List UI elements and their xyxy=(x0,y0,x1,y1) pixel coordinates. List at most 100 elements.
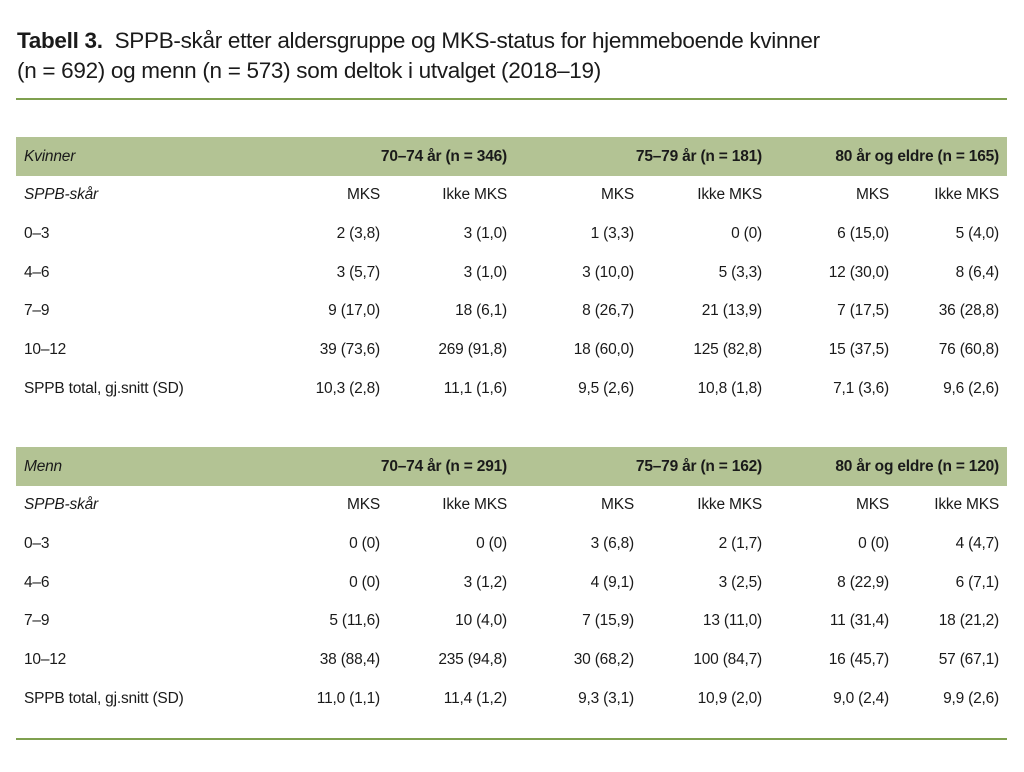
row-label: SPPB total, gj.snitt (SD) xyxy=(24,689,184,707)
cell: 9,9 (2,6) xyxy=(943,689,999,707)
cell: 3 (2,5) xyxy=(718,573,763,591)
column-header: MKS xyxy=(347,496,380,514)
cell: 8 (6,4) xyxy=(955,263,1000,281)
cell: 9,0 (2,4) xyxy=(833,689,889,707)
cell: 3 (1,0) xyxy=(463,225,508,243)
row-label: 10–12 xyxy=(24,341,67,359)
group-header-row: Menn 70–74 år (n = 291) 75–79 år (n = 16… xyxy=(16,447,1007,486)
table-row: 7–9 9 (17,0) 18 (6,1) 8 (26,7) 21 (13,9)… xyxy=(16,292,1007,331)
cell: 0 (0) xyxy=(476,535,507,553)
table-row: 4–6 0 (0) 3 (1,2) 4 (9,1) 3 (2,5) 8 (22,… xyxy=(16,563,1007,602)
row-label: 4–6 xyxy=(24,263,50,281)
cell: 38 (88,4) xyxy=(319,651,380,669)
row-label: SPPB total, gj.snitt (SD) xyxy=(24,379,184,397)
cell: 8 (22,9) xyxy=(837,573,889,591)
cell: 57 (67,1) xyxy=(938,651,999,669)
row-label: 10–12 xyxy=(24,651,67,669)
row-label: SPPB-skår xyxy=(24,186,98,204)
cell: 18 (21,2) xyxy=(938,612,999,630)
cell: 15 (37,5) xyxy=(828,341,889,359)
cell: 36 (28,8) xyxy=(938,302,999,320)
table-row: 0–3 0 (0) 0 (0) 3 (6,8) 2 (1,7) 0 (0) 4 … xyxy=(16,525,1007,564)
cell: 7 (17,5) xyxy=(837,302,889,320)
row-label: SPPB-skår xyxy=(24,496,98,514)
caption-text-line2: (n = 692) og menn (n = 573) som deltok i… xyxy=(17,58,601,83)
row-label: 7–9 xyxy=(24,612,50,630)
cell: 9,5 (2,6) xyxy=(578,379,634,397)
top-rule xyxy=(16,98,1007,100)
cell: 269 (91,8) xyxy=(438,341,507,359)
table-caption: Tabell 3. SPPB-skår etter aldersgruppe o… xyxy=(17,26,1007,86)
cell: 3 (10,0) xyxy=(582,263,634,281)
column-header: Ikke MKS xyxy=(442,496,507,514)
cell: 6 (15,0) xyxy=(837,225,889,243)
cell: 7 (15,9) xyxy=(582,612,634,630)
cell: 13 (11,0) xyxy=(702,612,762,630)
bottom-rule xyxy=(16,738,1007,740)
row-label: 0–3 xyxy=(24,535,50,553)
age-group-header: 80 år og eldre (n = 120) xyxy=(770,447,1007,486)
cell: 4 (9,1) xyxy=(590,573,635,591)
group-header-row: Kvinner 70–74 år (n = 346) 75–79 år (n =… xyxy=(16,137,1007,176)
table-row: 0–3 2 (3,8) 3 (1,0) 1 (3,3) 0 (0) 6 (15,… xyxy=(16,215,1007,254)
cell: 16 (45,7) xyxy=(828,651,889,669)
row-label: 7–9 xyxy=(24,302,50,320)
cell: 11,4 (1,2) xyxy=(443,689,507,707)
cell: 18 (6,1) xyxy=(455,302,507,320)
column-header: Ikke MKS xyxy=(934,496,999,514)
cell: 10,3 (2,8) xyxy=(315,379,381,397)
table-row-total: SPPB total, gj.snitt (SD) 10,3 (2,8) 11,… xyxy=(16,369,1007,408)
cell: 21 (13,9) xyxy=(701,302,762,320)
cell: 3 (1,0) xyxy=(463,263,508,281)
age-group-header: 70–74 år (n = 291) xyxy=(261,447,515,486)
cell: 11,1 (1,6) xyxy=(443,379,507,397)
cell: 18 (60,0) xyxy=(573,341,634,359)
table-section-kvinner: Kvinner 70–74 år (n = 346) 75–79 år (n =… xyxy=(16,137,1007,408)
cell: 7,1 (3,6) xyxy=(833,379,889,397)
column-header: MKS xyxy=(856,496,889,514)
cell: 5 (3,3) xyxy=(718,263,763,281)
subheader-row: SPPB-skår MKS Ikke MKS MKS Ikke MKS MKS … xyxy=(16,176,1007,215)
cell: 11,0 (1,1) xyxy=(316,689,380,707)
cell: 2 (1,7) xyxy=(718,535,763,553)
age-group-header: 70–74 år (n = 346) xyxy=(261,137,515,176)
column-header: Ikke MKS xyxy=(697,186,762,204)
column-header: MKS xyxy=(856,186,889,204)
column-header: MKS xyxy=(601,186,634,204)
cell: 10 (4,0) xyxy=(455,612,507,630)
subheader-row: SPPB-skår MKS Ikke MKS MKS Ikke MKS MKS … xyxy=(16,486,1007,525)
cell: 3 (5,7) xyxy=(336,263,381,281)
cell: 9 (17,0) xyxy=(328,302,380,320)
section-label: Menn xyxy=(16,447,261,486)
cell: 0 (0) xyxy=(731,225,762,243)
cell: 0 (0) xyxy=(858,535,889,553)
cell: 4 (4,7) xyxy=(955,535,1000,553)
cell: 0 (0) xyxy=(349,573,380,591)
table-row-total: SPPB total, gj.snitt (SD) 11,0 (1,1) 11,… xyxy=(16,679,1007,718)
table-section-menn: Menn 70–74 år (n = 291) 75–79 år (n = 16… xyxy=(16,447,1007,718)
age-group-header: 75–79 år (n = 181) xyxy=(515,137,770,176)
cell: 10,9 (2,0) xyxy=(697,689,763,707)
cell: 30 (68,2) xyxy=(573,651,634,669)
row-label: 4–6 xyxy=(24,573,50,591)
row-label: 0–3 xyxy=(24,225,50,243)
caption-text: SPPB-skår etter aldersgruppe og MKS-stat… xyxy=(114,28,821,53)
cell: 39 (73,6) xyxy=(319,341,380,359)
cell: 5 (4,0) xyxy=(955,225,1000,243)
cell: 235 (94,8) xyxy=(438,651,507,669)
cell: 10,8 (1,8) xyxy=(697,379,763,397)
cell: 12 (30,0) xyxy=(828,263,889,281)
cell: 3 (6,8) xyxy=(590,535,635,553)
column-header: MKS xyxy=(347,186,380,204)
cell: 3 (1,2) xyxy=(463,573,508,591)
cell: 2 (3,8) xyxy=(336,225,381,243)
cell: 6 (7,1) xyxy=(955,573,1000,591)
cell: 9,3 (3,1) xyxy=(578,689,634,707)
column-header: Ikke MKS xyxy=(934,186,999,204)
cell: 125 (82,8) xyxy=(693,341,762,359)
cell: 5 (11,6) xyxy=(329,612,380,630)
column-header: Ikke MKS xyxy=(442,186,507,204)
cell: 1 (3,3) xyxy=(590,225,635,243)
age-group-header: 80 år og eldre (n = 165) xyxy=(770,137,1007,176)
cell: 9,6 (2,6) xyxy=(943,379,999,397)
